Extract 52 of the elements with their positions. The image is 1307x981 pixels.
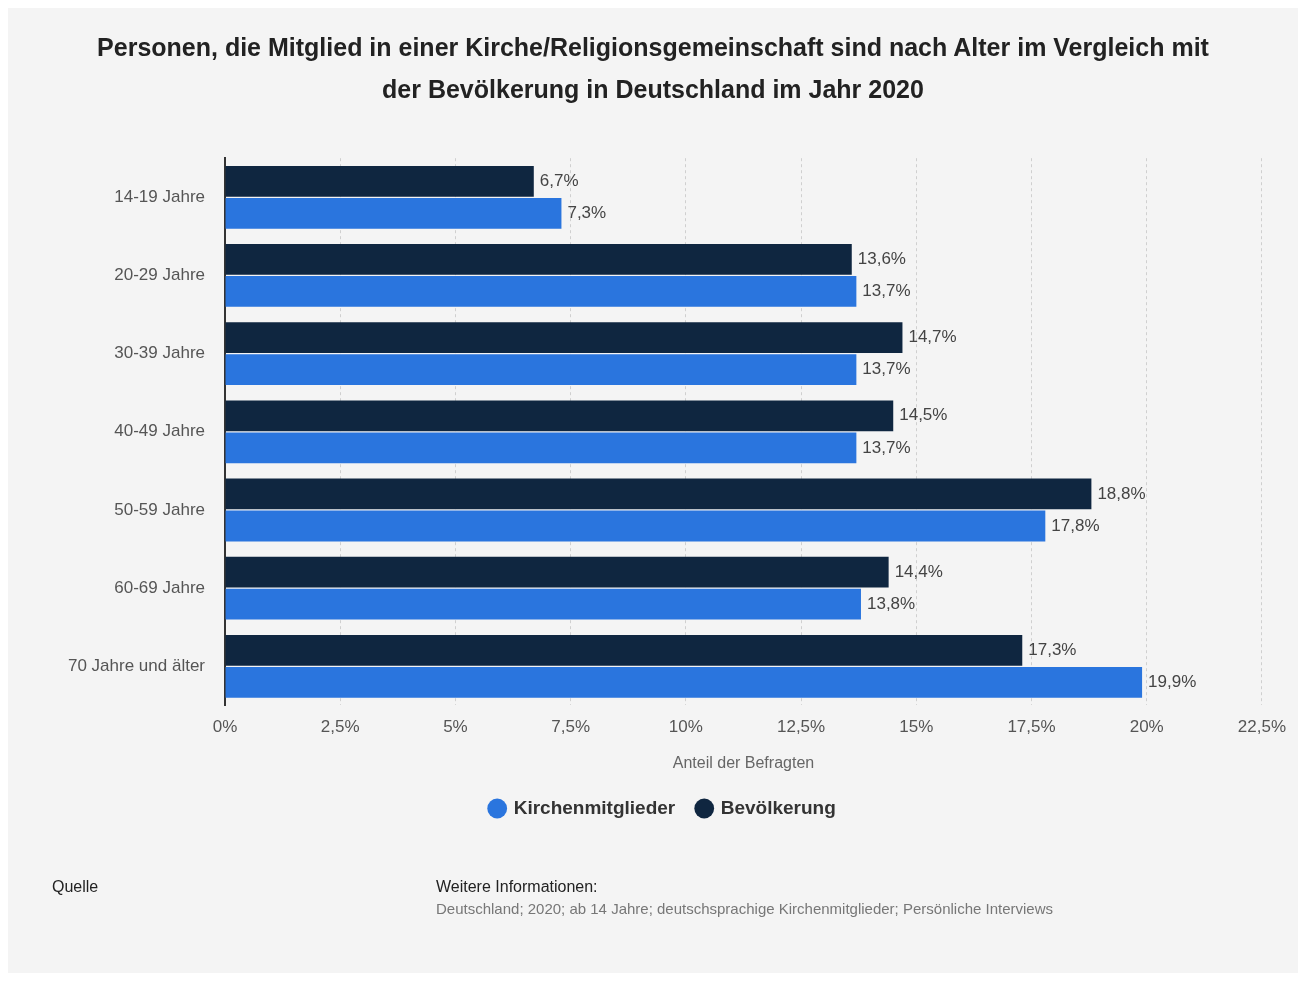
x-tick-label: 17,5% xyxy=(1007,717,1056,737)
data-label: 13,7% xyxy=(862,359,911,379)
bar xyxy=(225,478,1092,510)
x-tick-label: 0% xyxy=(212,717,238,737)
bar xyxy=(225,244,852,275)
y-tick-label: 50-59 Jahre xyxy=(114,499,206,519)
bar xyxy=(225,197,562,229)
data-label: 7,3% xyxy=(567,203,607,222)
x-tick-label: 5% xyxy=(443,717,468,737)
data-label: 19,9% xyxy=(1148,672,1197,692)
y-tick-label: 70 Jahre und älter xyxy=(67,656,206,675)
bar xyxy=(225,510,1046,542)
legend-label: Kirchenmitglieder xyxy=(513,796,676,818)
data-label: 14,7% xyxy=(908,327,957,347)
y-tick-label: 14-19 Jahre xyxy=(114,186,206,206)
x-tick-label: 7,5% xyxy=(551,717,591,737)
data-label: 14,5% xyxy=(899,405,948,425)
bar xyxy=(225,322,903,353)
x-axis-title: Anteil der Befragten xyxy=(672,753,815,771)
data-label: 13,6% xyxy=(857,249,906,269)
x-tick-label: 12,5% xyxy=(776,717,826,737)
bar xyxy=(225,276,857,307)
x-tick-label: 22,5% xyxy=(1237,717,1286,737)
bar xyxy=(225,432,857,464)
x-tick-label: 10% xyxy=(668,717,703,737)
data-label: 13,7% xyxy=(862,437,911,457)
data-label: 6,7% xyxy=(539,170,579,190)
y-tick-label: 40-49 Jahre xyxy=(114,421,206,441)
bar xyxy=(225,354,857,386)
chart-title: Personen, die Mitglied in einer Kirche/Religionsgemeinschaft sind nach Alter im Vergleich mit der Bevölkerung in Deutschland im Jahr 2020 xyxy=(96,32,1210,105)
y-tick-label: 30-39 Jahre xyxy=(114,343,206,363)
bar xyxy=(225,556,889,588)
text: Deutschland; 2020; ab 14 Jahre; deutschsprachige Kirchenmitglieder; Persönliche Interviews xyxy=(436,900,1054,917)
x-tick-label: 20% xyxy=(1129,717,1164,737)
data-label: 17,3% xyxy=(1028,639,1077,659)
x-tick-label: 2,5% xyxy=(320,717,360,737)
bar xyxy=(225,400,894,432)
bar xyxy=(225,634,1023,666)
data-label: 18,8% xyxy=(1097,483,1146,503)
data-label: 13,7% xyxy=(862,281,911,301)
legend-label: Bevölkerung xyxy=(720,796,836,818)
x-tick-label: 15% xyxy=(899,717,934,737)
data-label: 17,8% xyxy=(1051,515,1100,535)
bar xyxy=(225,666,1143,698)
y-tick-label: 20-29 Jahre xyxy=(114,265,206,285)
bar xyxy=(225,588,861,620)
y-tick-label: 60-69 Jahre xyxy=(114,577,206,597)
data-label: 14,4% xyxy=(894,561,943,581)
text: Quelle xyxy=(52,878,99,896)
bar xyxy=(225,165,534,197)
data-label: 13,8% xyxy=(866,593,916,613)
text: Weitere Informationen: xyxy=(436,878,599,896)
